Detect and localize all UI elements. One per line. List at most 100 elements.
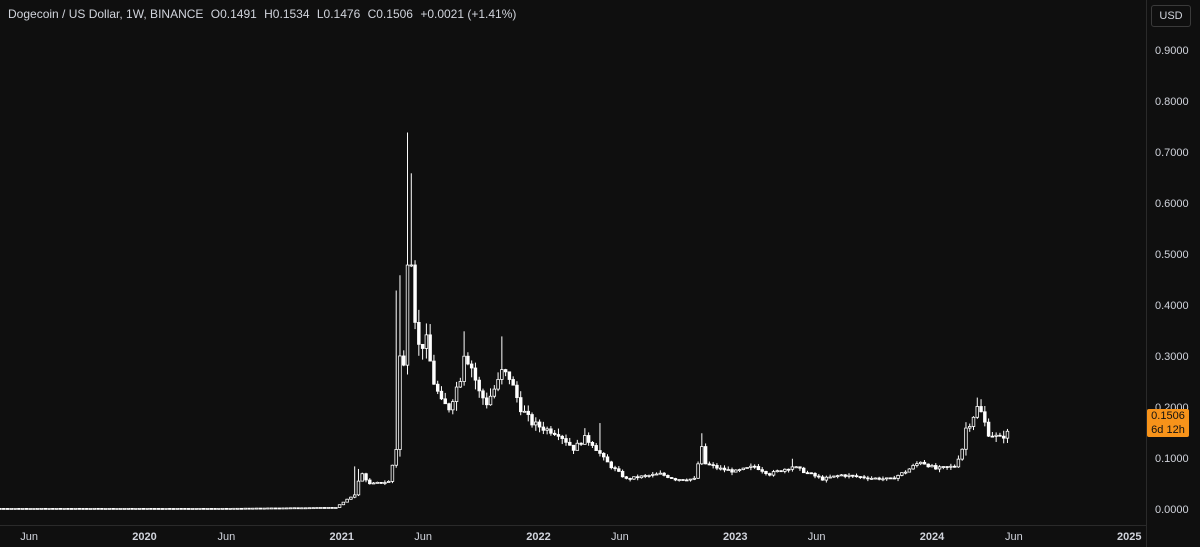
candle-body	[47, 508, 51, 510]
candle-body	[186, 508, 191, 510]
candle-body	[666, 474, 670, 478]
candle-body	[303, 507, 308, 510]
candle-body	[915, 463, 919, 466]
candle-body	[930, 465, 934, 468]
candle-body	[628, 477, 632, 480]
time-tick-label: Jun	[807, 531, 826, 543]
candle-body	[269, 507, 274, 510]
candle-body	[692, 477, 697, 480]
candle-body	[843, 474, 847, 477]
candle-body	[13, 508, 17, 510]
candle-body	[968, 426, 972, 429]
currency-button[interactable]: USD	[1151, 5, 1191, 27]
candle-body	[862, 476, 866, 479]
candle-body	[911, 465, 915, 470]
candle-body	[73, 507, 78, 510]
high-value: H0.1534	[264, 7, 310, 21]
time-axis[interactable]: Jun 2020 Jun 2021 Jun 2022 Jun 2023 Jun 2024 Jun 20…	[0, 525, 1146, 547]
time-tick-label: Jun	[20, 531, 38, 543]
candle-body	[511, 379, 515, 386]
candle-body	[107, 508, 112, 510]
candle-body	[100, 508, 104, 510]
candle-body	[5, 508, 10, 510]
candle-body	[398, 355, 402, 450]
candle-body	[394, 449, 398, 466]
candle-body	[307, 507, 312, 510]
candle-body	[575, 442, 580, 451]
candle-body	[239, 507, 244, 510]
candle-body	[137, 508, 142, 510]
candle-body	[651, 473, 655, 476]
candle-body	[266, 507, 270, 510]
candle-body	[152, 508, 157, 510]
candle-body	[349, 496, 353, 500]
candle-body	[428, 334, 432, 362]
candle-body	[564, 438, 568, 443]
candle-body	[617, 468, 621, 472]
candle-body	[745, 467, 749, 469]
candle-body	[488, 395, 493, 406]
candle-body	[300, 507, 304, 510]
price-axis[interactable]: 0.0000 0.1000 0.2000 0.3000 0.4000 0.5000 0.60…	[1146, 0, 1200, 547]
candle-body	[835, 475, 840, 478]
price-tick-label: 0.4000	[1155, 299, 1189, 312]
candle-body	[647, 474, 651, 477]
candle-body	[202, 507, 206, 510]
candle-body	[24, 508, 29, 510]
candle-body	[832, 475, 836, 478]
candle-body	[326, 507, 330, 509]
candle-body	[522, 410, 527, 413]
symbol-title[interactable]: Dogecoin / US Dollar, 1W, BINANCE	[8, 7, 204, 21]
candle-body	[85, 508, 89, 510]
candle-body	[232, 507, 236, 510]
candle-body	[402, 355, 406, 366]
candle-body	[190, 508, 195, 510]
candle-body	[420, 343, 425, 349]
time-tick-label: Jun	[217, 531, 236, 543]
candle-body	[356, 480, 361, 496]
candle-body	[62, 508, 66, 510]
candle-body	[9, 508, 14, 510]
candle-body	[669, 477, 674, 479]
candle-body	[28, 508, 32, 510]
candle-body	[820, 476, 825, 481]
chart-plot-area[interactable]	[0, 0, 1146, 525]
candle-body	[552, 432, 557, 435]
candle-body	[794, 466, 798, 469]
last-price-badge: 0.1506 6d 12h	[1147, 409, 1189, 437]
candle-body	[262, 507, 266, 510]
candle-body	[66, 508, 70, 510]
candle-body	[828, 476, 832, 479]
low-value: L0.1476	[316, 7, 361, 21]
price-chart[interactable]	[0, 0, 1146, 525]
candle-body	[734, 469, 738, 473]
candle-body	[500, 369, 504, 380]
candle-body	[756, 466, 761, 471]
candle-body	[496, 379, 500, 390]
candle-body	[126, 507, 131, 510]
candle-body	[707, 463, 712, 466]
candle-body	[952, 465, 957, 468]
candle-body	[926, 463, 930, 468]
candle-body	[364, 473, 368, 481]
candle-body	[375, 481, 380, 484]
candle-body	[775, 470, 780, 473]
candle-body	[605, 456, 610, 463]
candle-body	[583, 435, 587, 445]
candle-body	[790, 466, 795, 470]
price-tick-label: 0.0000	[1155, 503, 1189, 516]
symbol-legend: Dogecoin / US Dollar, 1W, BINANCE O0.149…	[8, 7, 520, 21]
candle-body	[839, 474, 844, 477]
candle-body	[673, 478, 678, 481]
candle-body	[164, 508, 168, 510]
candle-body	[224, 507, 229, 510]
candle-body	[345, 498, 349, 503]
candle-body	[635, 476, 640, 479]
candle-body	[209, 508, 214, 510]
time-tick-label: 2024	[919, 531, 945, 543]
candle-body	[58, 507, 63, 510]
price-tick-label: 0.1000	[1155, 452, 1189, 465]
candle-body	[541, 426, 546, 431]
candle-body	[251, 507, 255, 510]
candle-body	[900, 472, 904, 476]
